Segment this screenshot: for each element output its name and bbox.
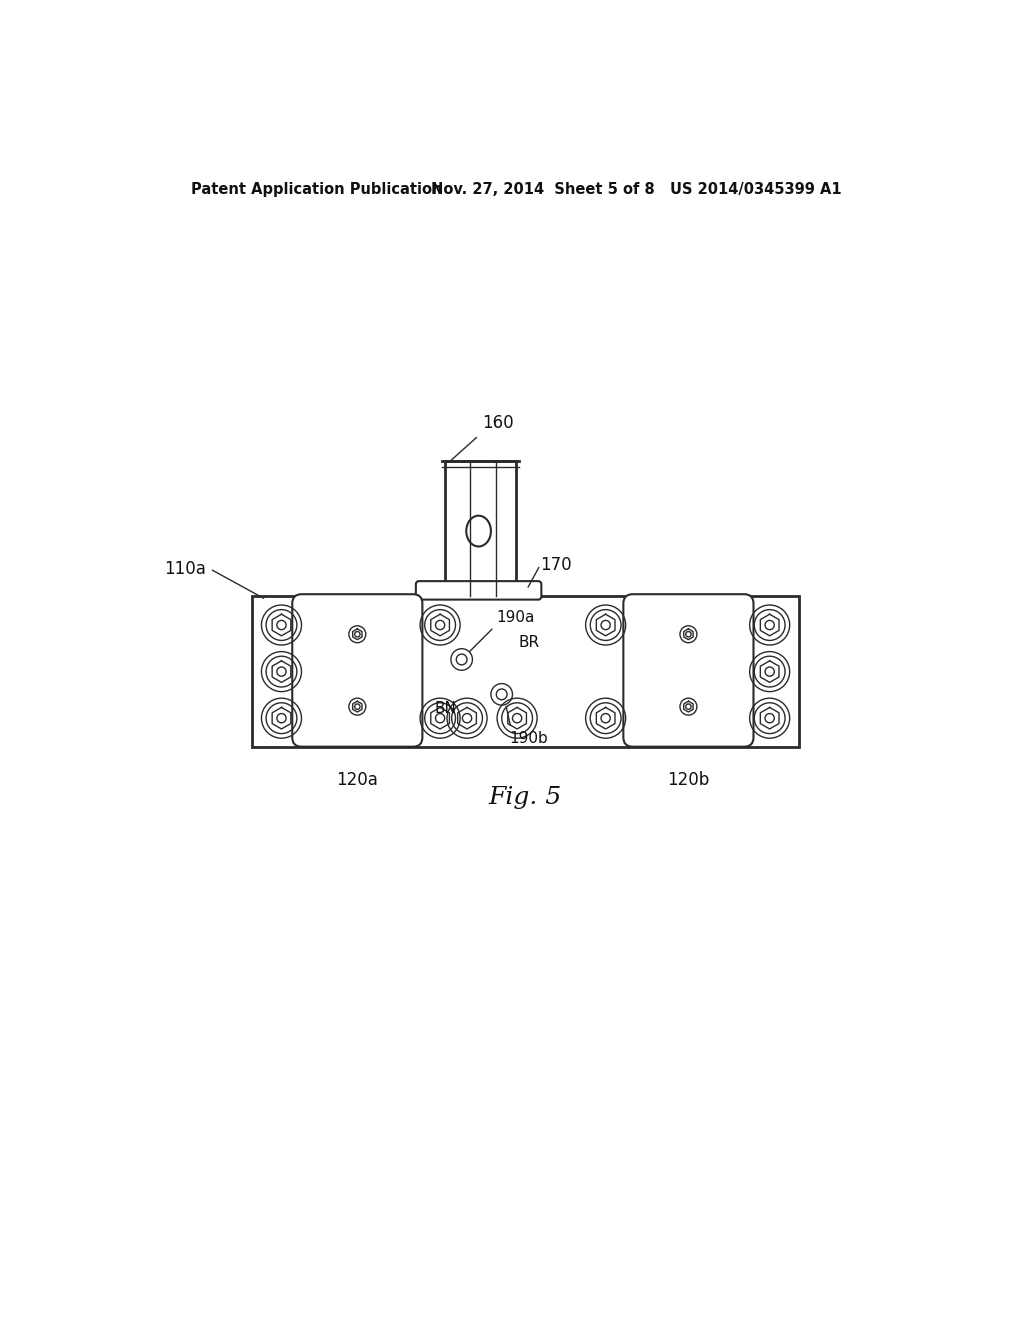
Text: 120a: 120a: [337, 771, 378, 788]
FancyBboxPatch shape: [252, 595, 799, 747]
Text: 160: 160: [482, 413, 514, 432]
Text: 170: 170: [541, 556, 571, 574]
Text: BN: BN: [435, 701, 457, 715]
FancyBboxPatch shape: [624, 594, 754, 747]
Text: 120b: 120b: [668, 771, 710, 788]
FancyBboxPatch shape: [416, 581, 542, 599]
Text: 190b: 190b: [509, 731, 548, 746]
Text: BR: BR: [518, 635, 540, 649]
Text: Nov. 27, 2014  Sheet 5 of 8: Nov. 27, 2014 Sheet 5 of 8: [431, 182, 654, 197]
Polygon shape: [444, 461, 515, 595]
Text: 110a: 110a: [164, 560, 206, 578]
Text: Fig. 5: Fig. 5: [488, 785, 561, 809]
Ellipse shape: [466, 516, 490, 546]
Text: US 2014/0345399 A1: US 2014/0345399 A1: [670, 182, 841, 197]
Text: Patent Application Publication: Patent Application Publication: [190, 182, 442, 197]
FancyBboxPatch shape: [292, 594, 422, 747]
Text: 190a: 190a: [497, 610, 535, 624]
